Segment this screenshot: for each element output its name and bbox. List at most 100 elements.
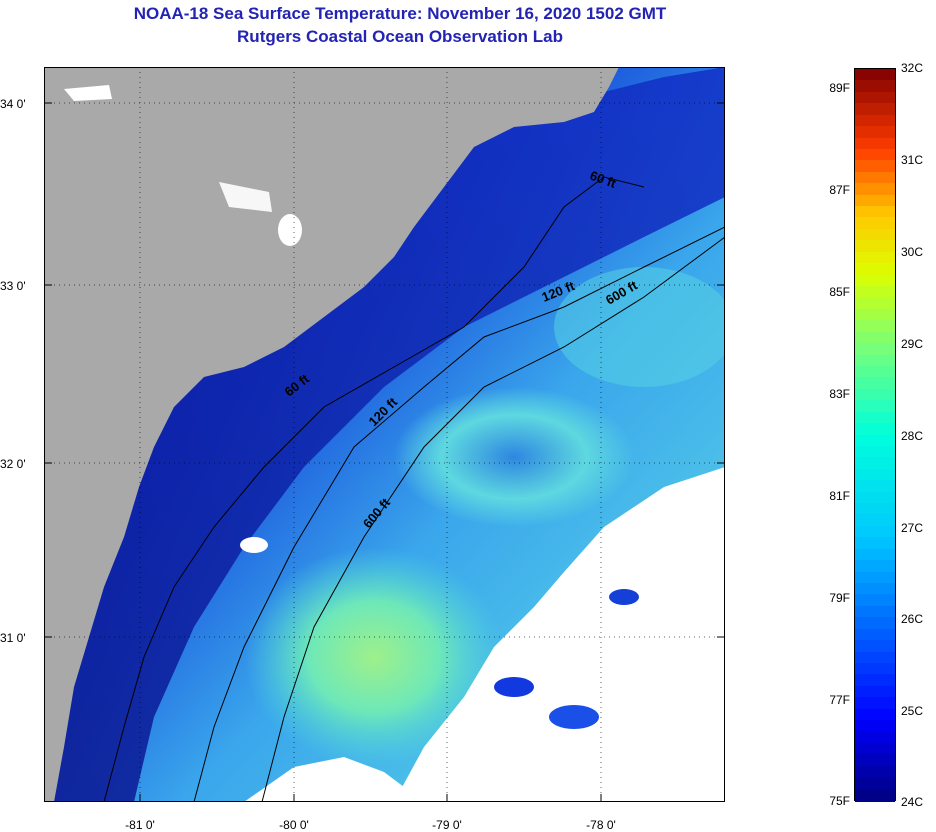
- sst-map: 60 ft 60 ft 120 ft 120 ft 600 ft 600 ft: [44, 67, 725, 802]
- colorbar-band: [855, 754, 895, 768]
- colorbar-band: [855, 662, 895, 677]
- colorbar-band: [855, 491, 895, 506]
- colorbar-band: [855, 617, 895, 631]
- colorbar-band: [855, 183, 895, 197]
- colorbar-band: [855, 343, 895, 357]
- colorbar-band: [855, 423, 895, 437]
- lat-label: 31 0': [0, 631, 26, 645]
- colorbar-f-label: 79F: [829, 591, 850, 605]
- colorbar-band: [855, 274, 895, 289]
- depth-contours: [103, 176, 725, 802]
- colorbar-f-label: 85F: [829, 285, 850, 299]
- colorbar-band: [855, 297, 895, 312]
- colorbar-band: [855, 548, 895, 563]
- colorbar-band: [855, 708, 895, 723]
- colorbar-band: [855, 468, 895, 483]
- colorbar-band: [855, 605, 895, 620]
- colorbar-f-label: 81F: [829, 489, 850, 503]
- colorbar-band: [855, 217, 895, 232]
- colorbar-band: [855, 80, 895, 95]
- colorbar-band: [855, 228, 895, 243]
- colorbar-band: [855, 251, 895, 266]
- colorbar-c-label: 25C: [901, 704, 924, 718]
- colorbar-band: [855, 308, 895, 323]
- colorbar-band: [855, 720, 895, 734]
- colorbar-band: [855, 160, 895, 174]
- colorbar-c-label: 30C: [901, 245, 924, 259]
- cloud-gap-3: [609, 589, 639, 605]
- colorbar-band: [855, 697, 895, 711]
- grid-lines: [44, 67, 725, 802]
- colorbar-f-label: 75F: [829, 794, 850, 808]
- colorbar-band: [855, 537, 895, 551]
- contour-120ft: [193, 226, 725, 802]
- colorbar-c-label: 27C: [901, 521, 924, 535]
- colorbar-band: [855, 114, 895, 129]
- map-border: [44, 67, 725, 802]
- colorbar-band: [855, 171, 895, 186]
- lon-label: -79 0': [432, 818, 462, 832]
- map-title: NOAA-18 Sea Surface Temperature: Novembe…: [133, 4, 667, 23]
- colorbar-band: [855, 765, 895, 780]
- colorbar-c-label: 29C: [901, 337, 924, 351]
- lat-label: 34 0': [0, 97, 26, 111]
- contour-60ft: [103, 176, 645, 802]
- colorbar-c-label: 28C: [901, 429, 924, 443]
- colorbar-band: [855, 354, 895, 369]
- colorbar-band: [855, 503, 895, 517]
- colorbar-c-label: 24C: [901, 795, 924, 809]
- colorbar-band: [855, 651, 895, 666]
- inland-lake-cloud: [278, 214, 302, 246]
- colorbar-band: [855, 777, 895, 791]
- land-area: [44, 67, 619, 802]
- inland-cloud: [64, 85, 112, 101]
- colorbar-band: [855, 240, 895, 254]
- colorbar-c-label: 31C: [901, 153, 924, 167]
- map-subtitle: Rutgers Coastal Ocean Observation Lab: [237, 27, 563, 46]
- colorbar-f-label: 87F: [829, 183, 850, 197]
- colorbar-band: [855, 685, 895, 700]
- colorbar-band: [855, 126, 895, 140]
- contour-600ft: [261, 236, 725, 802]
- colorbar-band: [855, 263, 895, 277]
- cloud-gap-1: [494, 677, 534, 697]
- inland-cloud-2: [219, 182, 272, 212]
- colorbar-band: [855, 411, 895, 426]
- colorbar-band: [855, 560, 895, 574]
- lon-label: -78 0': [586, 818, 616, 832]
- colorbar-band: [855, 731, 895, 746]
- colorbar-f-label: 77F: [829, 693, 850, 707]
- colorbar-band: [855, 91, 895, 106]
- cloud-gap-2: [549, 705, 599, 729]
- small-cloud: [240, 537, 268, 553]
- colorbar-band: [855, 320, 895, 334]
- colorbar-band: [855, 286, 895, 300]
- colorbar-f-label: 89F: [829, 81, 850, 95]
- cloud-cover: [394, 467, 725, 802]
- lat-label: 33 0': [0, 279, 26, 293]
- colorbar-band: [855, 103, 895, 117]
- warm-water-pool: [244, 547, 504, 767]
- colorbar-band: [855, 137, 895, 152]
- colorbar-band: [855, 742, 895, 757]
- colorbar-f-label: 83F: [829, 387, 850, 401]
- colorbar-c-label: 32C: [901, 61, 924, 75]
- colorbar-band: [855, 194, 895, 209]
- colorbar-band: [855, 582, 895, 597]
- cold-coastal-water: [44, 67, 725, 802]
- colorbar-band: [855, 571, 895, 586]
- colorbar-band: [855, 365, 895, 380]
- colorbar-band: [855, 628, 895, 643]
- colorbar-band: [855, 788, 895, 803]
- colorbar-band: [855, 640, 895, 654]
- colorbar-band: [855, 331, 895, 346]
- lon-label: -81 0': [125, 818, 155, 832]
- colorbar-band: [855, 400, 895, 414]
- offshore-warm-water: [554, 267, 725, 387]
- colorbar-band: [855, 674, 895, 688]
- colorbar-band: [855, 514, 895, 529]
- axis-ticks: [44, 102, 725, 802]
- eddy-swirl: [394, 387, 634, 527]
- colorbar-band: [855, 377, 895, 391]
- colorbar-band: [855, 457, 895, 471]
